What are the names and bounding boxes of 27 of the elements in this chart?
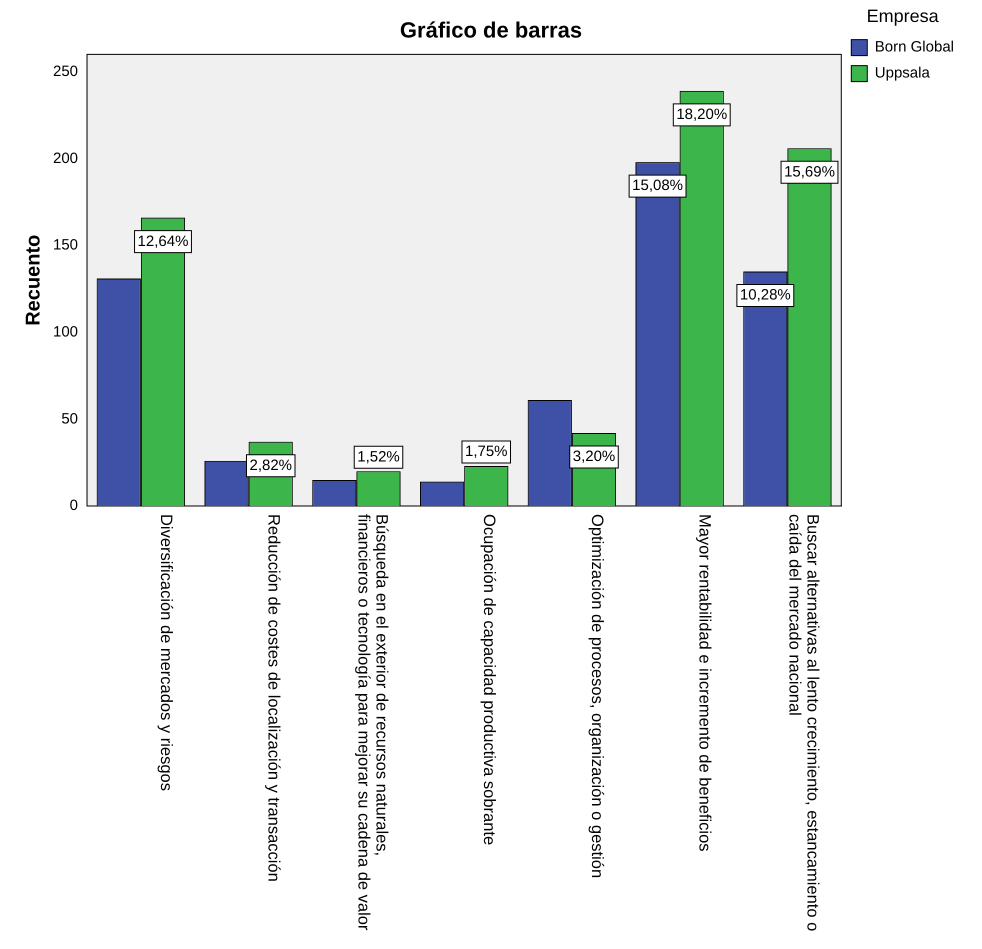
legend-title: Empresa bbox=[866, 6, 940, 26]
chart-title: Gráfico de barras bbox=[400, 17, 582, 42]
annotation: 12,64% bbox=[138, 232, 188, 250]
y-axis-title: Recuento bbox=[22, 234, 45, 326]
y-tick-label: 250 bbox=[52, 62, 78, 80]
annotation: 1,52% bbox=[357, 448, 400, 466]
y-tick-label: 50 bbox=[61, 410, 78, 428]
x-tick-label: Buscar alternativas al lento crecimiento, estancamiento o caída del mercado nacional bbox=[784, 514, 822, 934]
y-tick-label: 150 bbox=[52, 236, 78, 254]
x-tick-label: Reducción de costes de localización y transacción bbox=[264, 514, 283, 884]
x-tick-label: Búsqueda en el exterior de recursos naturales, financieros o tecnología para mejorar su cadena de valor bbox=[353, 514, 390, 932]
y-tick-label: 100 bbox=[52, 323, 78, 340]
annotation: 18,20% bbox=[676, 106, 728, 124]
annotation: 3,20% bbox=[572, 448, 616, 466]
annotation: 15,69% bbox=[784, 163, 835, 180]
annotation: 10,28% bbox=[740, 286, 791, 304]
y-tick-label: 200 bbox=[52, 150, 78, 167]
annotation: 1,75% bbox=[464, 443, 508, 460]
x-tick-label: Ocupación de capacidad productiva sobrante bbox=[479, 514, 498, 848]
x-tick-label: Mayor rentabilidad e incremento de beneficios bbox=[694, 514, 714, 854]
legend-label: Uppsala bbox=[874, 64, 930, 82]
x-tick-label: Diversificación de mercados y riesgos bbox=[156, 514, 175, 793]
annotation: 2,82% bbox=[249, 456, 292, 474]
y-tick-label: 0 bbox=[70, 497, 78, 514]
annotation: 15,08% bbox=[632, 177, 684, 194]
x-tick-label: Optimización de procesos, organización o gestión bbox=[586, 514, 606, 880]
legend-label: Born Global bbox=[874, 38, 954, 56]
